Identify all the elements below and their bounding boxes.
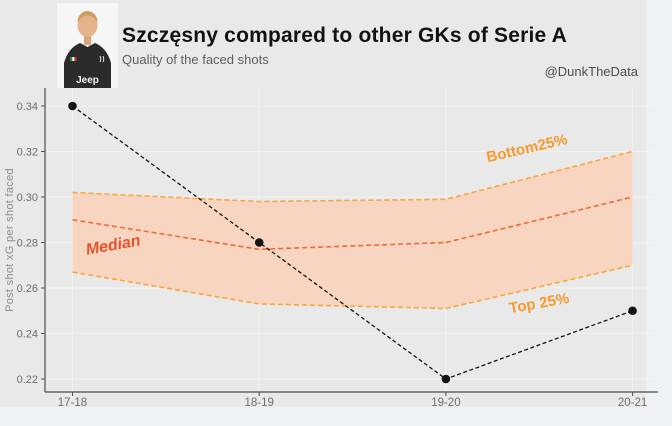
italy-flag-white [72, 57, 75, 61]
jersey-sponsor-text: Jeep [76, 75, 99, 86]
x-tick-label: 19-20 [431, 397, 460, 409]
y-tick-label: 0.34 [17, 101, 38, 113]
chart-header: Jeep Szczęsny compared to other GKs of S… [0, 0, 672, 88]
bottom25-line [72, 150, 633, 203]
player-jersey [64, 43, 111, 88]
annotation-bottom25-: Bottom25% [485, 131, 569, 166]
top25-line [72, 264, 633, 310]
player-face [77, 13, 98, 37]
y-tick-label: 0.24 [17, 329, 38, 341]
player-hair [77, 11, 98, 22]
juventus-crest [99, 55, 105, 63]
player-neck [84, 33, 91, 45]
y-tick-label: 0.26 [17, 283, 38, 295]
median-line [72, 196, 633, 251]
y-tick-label: 0.22 [17, 374, 38, 386]
player-point [628, 306, 637, 316]
player-point [68, 101, 77, 111]
quartile-band [72, 151, 633, 309]
y-tick-label: 0.30 [17, 192, 38, 204]
x-tick-label: 20-21 [618, 397, 647, 409]
italy-flag-red [74, 57, 77, 61]
y-tick-label: 0.32 [17, 147, 38, 159]
credit-handle: @DunkTheData [544, 64, 638, 79]
y-axis-title: Post shot xG per shot faced [4, 168, 16, 312]
x-tick-label: 17-18 [58, 397, 87, 409]
player-point [441, 374, 451, 384]
annotation-top-25-: Top 25% [508, 290, 571, 317]
x-tick-label: 18-19 [244, 397, 273, 409]
player-photo: Jeep [57, 3, 118, 88]
chart-title: Szczęsny compared to other GKs of Serie … [122, 24, 568, 47]
y-tick-label: 0.28 [17, 238, 38, 250]
title-block: Szczęsny compared to other GKs of Serie … [122, 24, 567, 67]
player-line [72, 105, 633, 380]
player-point [254, 238, 264, 247]
chart-subtitle: Quality of the faced shots [122, 52, 269, 67]
italy-flag-green [70, 57, 73, 61]
